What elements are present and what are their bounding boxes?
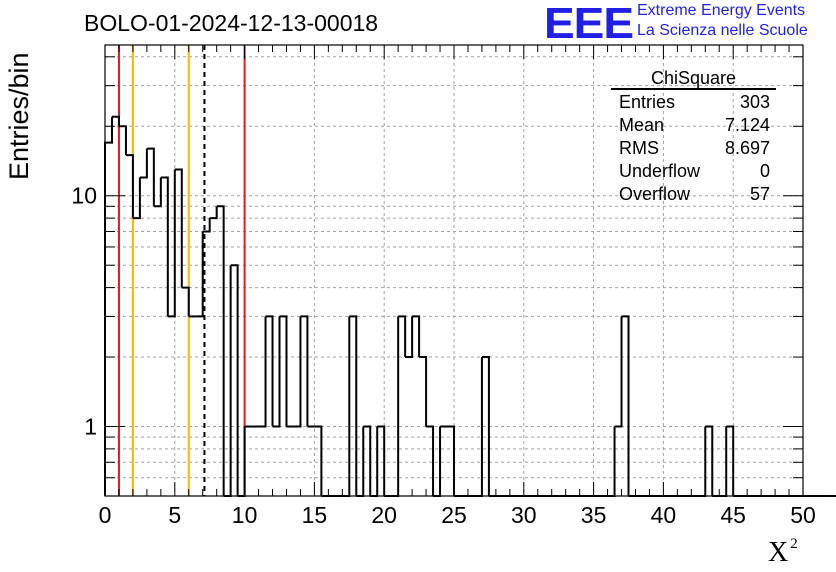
histogram-bin [279, 315, 288, 427]
histogram-bin [195, 231, 204, 318]
histogram-bin [139, 148, 148, 179]
logo-line-1: Extreme Energy Events [637, 2, 806, 19]
y-tick-label: 1 [84, 414, 97, 440]
histogram-bin [342, 316, 351, 497]
x-tick-label: 0 [99, 502, 112, 528]
histogram-bin [230, 264, 239, 496]
stats-label: RMS [619, 138, 659, 158]
histogram-bin [216, 205, 225, 496]
eee-logo-mark: EEE [544, 0, 634, 48]
histogram-bin [398, 315, 407, 358]
x-tick-label: 30 [511, 502, 537, 528]
x-axis-label-superscript: 2 [790, 536, 798, 552]
stats-label: Overflow [619, 184, 691, 204]
histogram-bin [167, 169, 176, 318]
stats-row-entries: Entries 303 [611, 90, 776, 113]
x-tick-label: 20 [371, 502, 397, 528]
stats-title: ChiSquare [611, 66, 776, 90]
axis-ticks [104, 45, 804, 496]
histogram-bin [265, 315, 274, 427]
stats-label: Underflow [619, 161, 701, 181]
histogram-bin [621, 315, 630, 496]
chart-title: BOLO-01-2024-12-13-00018 [84, 10, 379, 36]
histogram-bin [132, 177, 141, 220]
histogram-bin [419, 356, 428, 427]
stats-value: 7.124 [724, 115, 770, 135]
histogram-bin [363, 425, 372, 496]
histogram-bin [300, 315, 309, 427]
histogram-bin [272, 316, 281, 428]
reference-lines [117, 45, 246, 496]
histogram-bin [160, 176, 169, 317]
histogram-bin [481, 356, 490, 496]
histogram-bin [377, 425, 386, 496]
histogram-bin [209, 206, 218, 220]
histogram-bin [118, 125, 127, 156]
x-tick-label: 25 [441, 502, 467, 528]
y-axis-label: Entries/bin [4, 52, 34, 180]
stats-label: Entries [619, 92, 676, 112]
x-tick-label: 35 [581, 502, 607, 528]
stats-label: Mean [619, 115, 665, 135]
histogram-bin [391, 316, 400, 497]
x-tick-label: 15 [302, 502, 328, 528]
histogram-bin [447, 425, 455, 496]
histogram-bin [726, 425, 735, 496]
stats-value: 8.697 [724, 138, 770, 158]
histogram-bin [349, 315, 358, 496]
histogram-bin [223, 265, 232, 497]
histogram-bin [174, 168, 183, 288]
stats-box: ChiSquare Entries 303 Mean 7.124 RMS 8.6… [611, 66, 776, 205]
histogram-bin [258, 316, 267, 428]
logo-line-2: La Scienza nelle Scuole [637, 22, 808, 39]
histogram-bin [111, 115, 120, 127]
histogram-bin [412, 315, 421, 358]
histogram-bin [705, 425, 714, 496]
x-tick-label: 5 [168, 502, 181, 528]
histogram-bin [405, 316, 414, 359]
histogram-bin [125, 154, 134, 219]
histogram-bin [104, 116, 113, 496]
x-tick-label: 45 [720, 502, 746, 528]
tick-labels: 0 5 10 15 20 25 30 35 40 45 50 1 10 [71, 183, 815, 528]
histogram-bin [202, 218, 211, 233]
histogram-bin [181, 286, 190, 317]
histogram-bin [426, 425, 435, 496]
y-tick-label: 10 [71, 183, 97, 209]
histogram-bin [153, 177, 162, 208]
histogram-bin [146, 147, 155, 207]
stats-value: 303 [739, 92, 770, 112]
histogram-bin [293, 316, 302, 428]
x-tick-label: 40 [651, 502, 677, 528]
stats-row-rms: RMS 8.697 [611, 136, 776, 159]
x-axis-label-text: X [768, 537, 789, 568]
histogram-bin [314, 425, 323, 496]
histogram-bin [614, 316, 623, 428]
stats-row-underflow: Underflow 0 [611, 159, 776, 182]
x-tick-label: 10 [232, 502, 258, 528]
x-tick-label: 50 [790, 502, 816, 528]
stats-value: 57 [749, 184, 770, 204]
stats-value: 0 [759, 161, 770, 181]
stats-row-overflow: Overflow 57 [611, 182, 776, 205]
stats-row-mean: Mean 7.124 [611, 113, 776, 136]
